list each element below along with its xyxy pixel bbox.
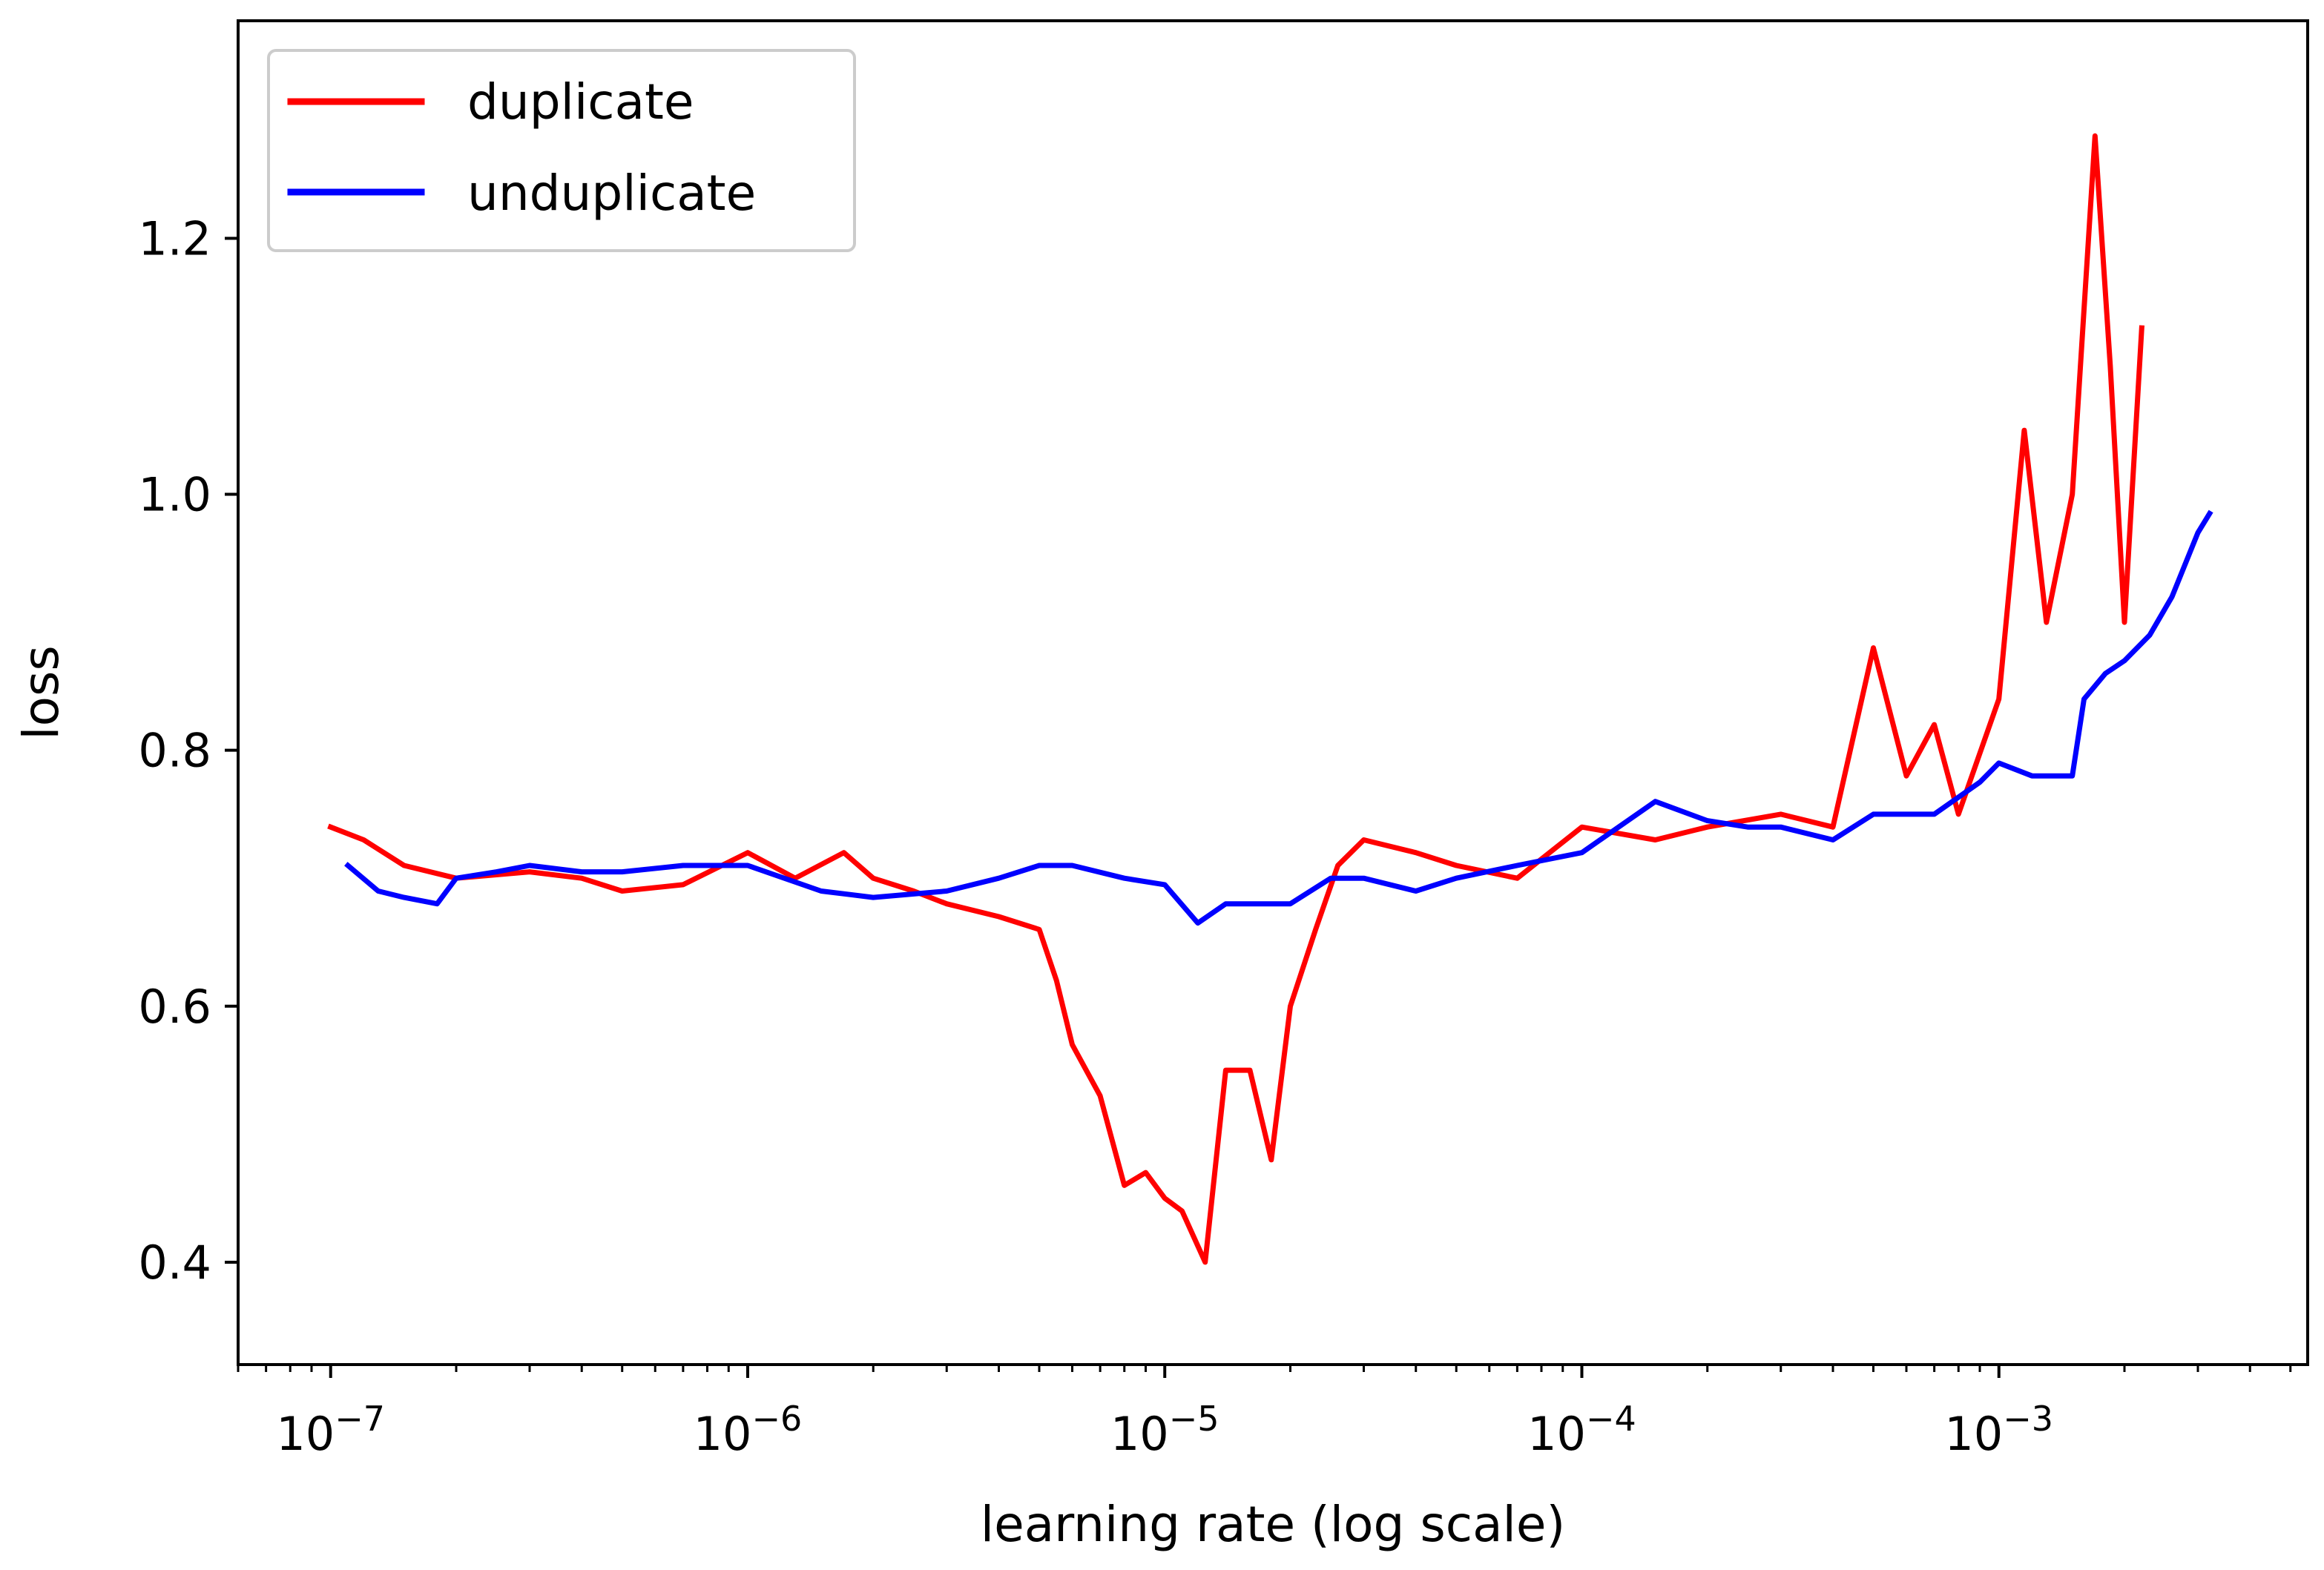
y-tick-label: 1.0 xyxy=(138,468,211,522)
x-tick-label: 10−4 xyxy=(1527,1399,1636,1461)
y-axis-label: loss xyxy=(13,645,70,740)
x-tick-label: 10−3 xyxy=(1944,1399,2053,1461)
y-axis: 0.4 0.6 0.8 1.0 1.2 xyxy=(138,211,238,1290)
y-tick-label: 0.6 xyxy=(138,980,211,1034)
plot-area-frame xyxy=(237,19,2309,1366)
x-tick-label: 10−6 xyxy=(694,1399,803,1461)
series-line-duplicate xyxy=(327,133,2144,1265)
series-line-unduplicate xyxy=(344,509,2213,926)
y-tick-label: 1.2 xyxy=(138,211,211,265)
x-tick-label: 10−7 xyxy=(276,1399,385,1461)
legend-label-unduplicate: unduplicate xyxy=(467,165,756,222)
legend: duplicate unduplicate xyxy=(267,49,856,252)
legend-label-duplicate: duplicate xyxy=(467,73,694,131)
y-tick-label: 0.8 xyxy=(138,724,211,778)
x-axis: 10−7 10−6 10−5 10−4 10−3 xyxy=(237,1365,2292,1461)
x-tick-label: 10−5 xyxy=(1110,1399,1219,1461)
y-tick-label: 0.4 xyxy=(138,1236,211,1290)
x-axis-label: learning rate (log scale) xyxy=(981,1496,1565,1553)
series-layer xyxy=(327,133,2213,1265)
